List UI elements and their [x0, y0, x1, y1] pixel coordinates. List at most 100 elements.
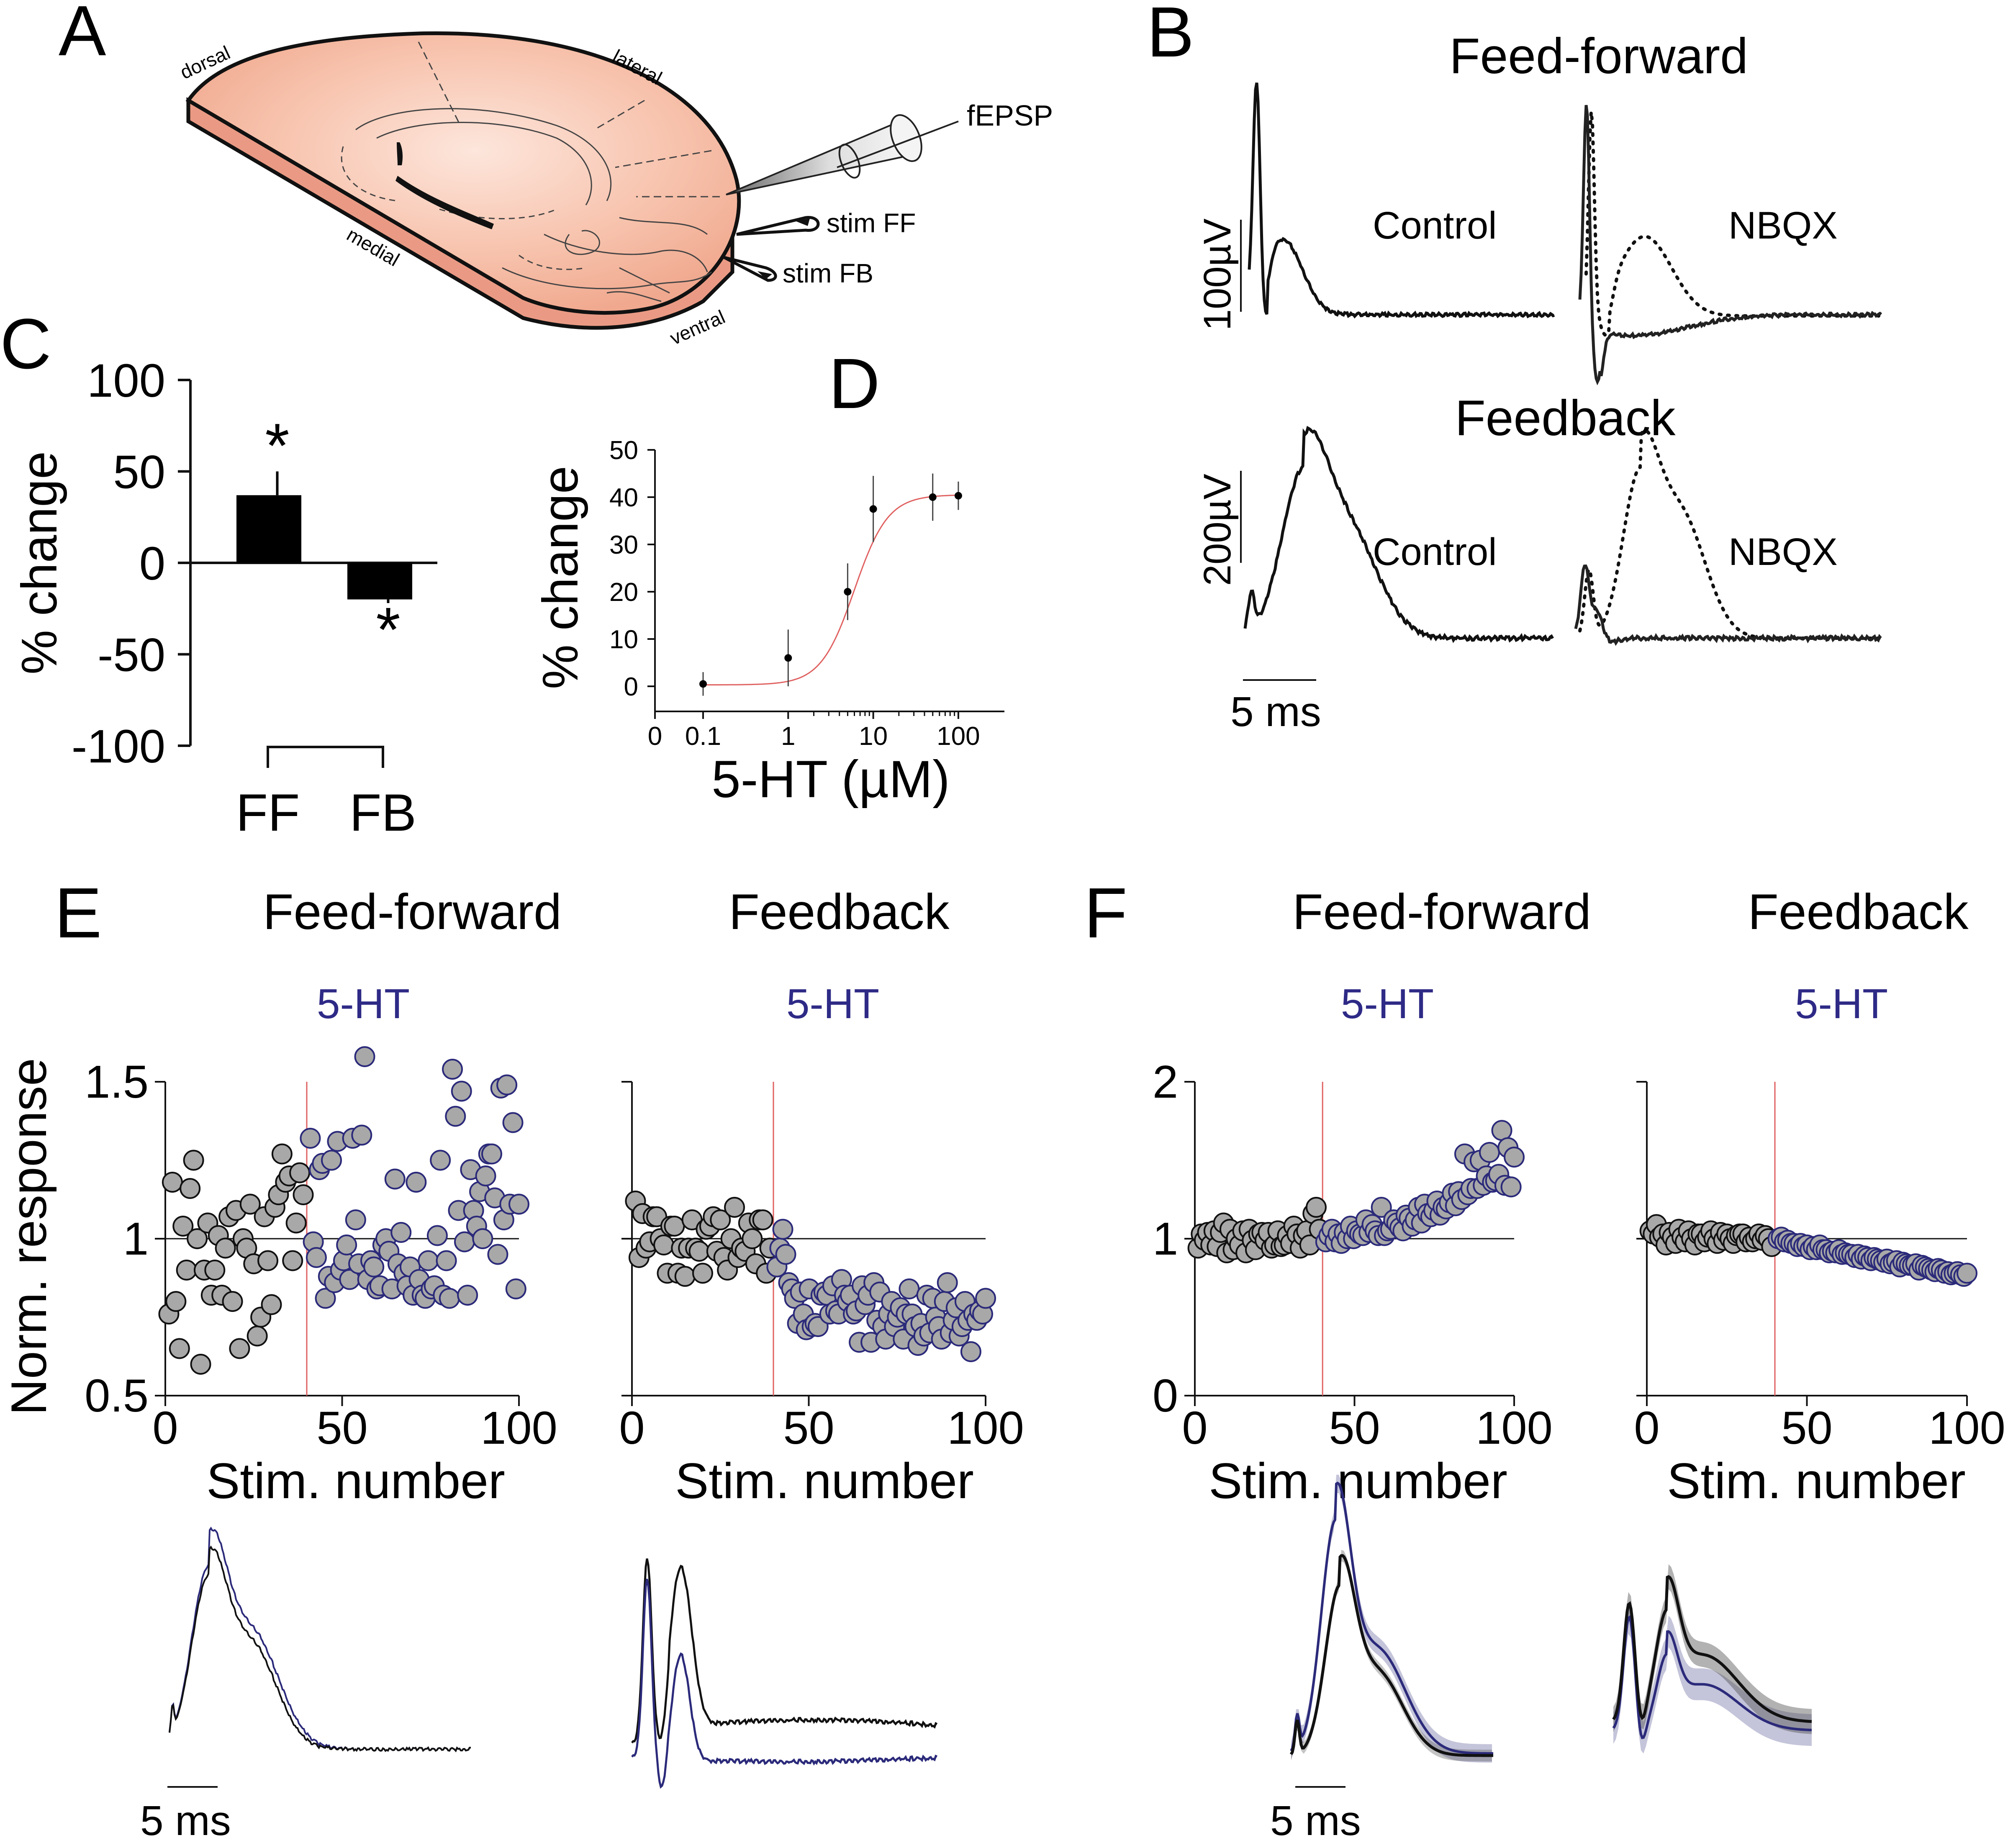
chart-f-fb: Stim. number 0 50 100: [1634, 1081, 2005, 1509]
b-ff-control-label: Control: [1373, 204, 1497, 247]
scatter-point-drug: [336, 1235, 357, 1255]
d-xtick-label: 100: [937, 722, 980, 751]
b-fb-title: Feedback: [1455, 390, 1676, 446]
c-bar-ff: [236, 495, 301, 563]
d-ytick-label: 10: [609, 625, 638, 654]
scatter-xtick-label: 0: [619, 1402, 645, 1454]
scatter-point-drug: [384, 1168, 406, 1190]
panel-label-e: E: [54, 873, 102, 953]
c-ytick-label: 100: [87, 354, 165, 407]
scatter-point-drug: [496, 1074, 518, 1096]
scatter-point-drug: [937, 1272, 958, 1293]
scatter-point-control: [674, 1266, 696, 1287]
scatter-point-drug: [451, 1081, 472, 1102]
scatter-point-drug: [390, 1222, 412, 1243]
scatter-point-drug: [457, 1285, 478, 1306]
d-point: [784, 654, 792, 662]
d-xtick-label: 0.1: [685, 722, 721, 751]
panel-label-a: A: [59, 0, 106, 71]
d-xtick-label: 10: [859, 722, 888, 751]
chart-e-fb: Stim. number 0 50 100: [619, 1081, 1024, 1509]
label-stim-fb: stim FB: [783, 258, 873, 288]
scatter-point-drug: [321, 1150, 342, 1171]
scatter-point-drug: [418, 1250, 439, 1271]
e-ff-drug-trace: [169, 1527, 471, 1753]
chart-f-ff: Stim. number 0 1 2 0 50 100: [1153, 1056, 1553, 1509]
d-xtick-label: 1: [781, 722, 795, 751]
scatter-xtick-label: 100: [947, 1402, 1024, 1454]
scatter-point-control: [165, 1291, 187, 1312]
c-ytick-label: -100: [72, 720, 165, 773]
recording-pipette-tip: [890, 114, 922, 162]
d-point: [869, 505, 877, 513]
scatter-point-control: [293, 1184, 314, 1205]
scatter-point-drug: [1479, 1142, 1500, 1163]
e-ylabel: Norm. response: [1, 1058, 57, 1415]
e-fb-drug-trace: [631, 1578, 937, 1789]
d-xlabel: 5-HT (µM): [711, 750, 950, 808]
panel-label-b: B: [1147, 0, 1194, 72]
scatter-ytick-label: 2: [1153, 1056, 1178, 1108]
d-point: [929, 493, 937, 501]
label-recording: fEPSP: [967, 99, 1053, 132]
scatter-point-drug: [306, 1247, 327, 1268]
scatter-point-drug: [426, 1225, 448, 1246]
scatter-point-drug: [1504, 1147, 1525, 1168]
scatter-point-drug: [439, 1288, 460, 1309]
stim-ff-electrode-tip: [795, 218, 810, 226]
slice-anatomy: [341, 41, 720, 302]
scatter-point-drug: [345, 1209, 366, 1230]
scatter-point-control: [183, 1150, 204, 1171]
scatter-ytick-label: 1: [1153, 1213, 1178, 1265]
scatter-point-control: [172, 1216, 194, 1237]
scatter-xtick-label: 0: [1182, 1402, 1207, 1454]
b-ff-scale-label: 100µV: [1196, 218, 1239, 331]
c-category-label: FF: [236, 784, 300, 842]
scatter-ytick-label: 0.5: [85, 1370, 149, 1422]
scatter-point-control: [229, 1338, 250, 1359]
scatter-point-control: [271, 1143, 293, 1165]
scatter-point-control: [162, 1172, 183, 1193]
panel-label-d: D: [829, 344, 880, 424]
e-ff-drug: 5-HT: [317, 980, 410, 1027]
scatter-xtick-label: 100: [1476, 1402, 1553, 1454]
stim-fb-electrode-tip: [757, 271, 772, 279]
d-point: [954, 492, 962, 500]
scatter-point-control: [289, 1162, 311, 1183]
b-fb-control-trace: [1243, 426, 1554, 643]
scatter-point-drug: [1371, 1197, 1392, 1218]
f-fb-control-trace: [1612, 1575, 1812, 1723]
scatter-point-control: [169, 1338, 190, 1359]
scatter-point-drug: [442, 1059, 463, 1080]
f-fb-drug-band: [1613, 1602, 1812, 1754]
f-fb-title: Feedback: [1748, 884, 1969, 940]
scatter-point-control: [710, 1209, 731, 1230]
b-time-scale-label: 5 ms: [1230, 688, 1321, 735]
scatter-xtick-label: 100: [1928, 1402, 2005, 1454]
scatter-point-drug: [363, 1256, 385, 1278]
f-time-scale-label: 5 ms: [1270, 1797, 1361, 1844]
scatter-point-drug: [436, 1250, 457, 1271]
f-fb-control-band: [1613, 1564, 1812, 1734]
chart-e-ff: Norm. response Stim. number 0.5 1 1.5 0 50 10…: [1, 1046, 557, 1509]
scatter-xtick-label: 0: [1634, 1402, 1659, 1454]
d-ytick-label: 50: [609, 436, 638, 465]
scatter-point-control: [176, 1260, 197, 1281]
c-bracket: [267, 746, 384, 768]
scatter-xtick-label: 50: [783, 1402, 834, 1454]
c-category-label: FB: [349, 784, 416, 842]
scatter-point-drug: [315, 1288, 336, 1309]
c-significance-star: *: [376, 594, 400, 665]
f-fb-drug: 5-HT: [1795, 980, 1888, 1027]
recording-label-leader: [837, 121, 959, 168]
b-fb-nbqx-label: NBQX: [1728, 531, 1838, 573]
d-ytick-label: 0: [624, 672, 638, 701]
f-ff-drug-trace: [1290, 1481, 1493, 1755]
scatter-point-control: [187, 1228, 208, 1249]
d-ylabel: % change: [532, 466, 588, 689]
scatter-point-drug: [406, 1172, 427, 1193]
scatter-point-control: [653, 1235, 675, 1255]
scatter-point-drug: [1500, 1176, 1522, 1198]
c-ytick-label: 50: [113, 446, 165, 498]
chart-d: 0 10 20 30 40 50 0 0.1 1 10 100 5-HT (µM) % change: [532, 436, 1004, 808]
